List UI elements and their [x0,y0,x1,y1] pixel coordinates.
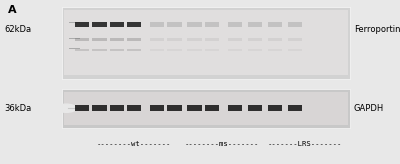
Bar [150,22,164,27]
Bar [288,105,302,111]
Bar [228,105,242,111]
Bar [110,105,124,111]
Bar [62,7,350,79]
Text: --------ms-------: --------ms------- [185,141,259,146]
Bar [204,38,219,41]
Bar [127,105,141,111]
Bar [64,92,348,125]
Bar [75,22,89,27]
Bar [268,49,282,51]
Bar [187,49,202,51]
Bar [248,105,262,111]
Bar [110,38,124,41]
Bar [204,22,219,27]
Bar [167,105,182,111]
Bar [167,49,182,51]
Bar [228,38,242,41]
Text: A: A [8,5,17,15]
Bar [187,105,202,111]
Text: -------LRS-------: -------LRS------- [268,141,342,146]
Bar [248,22,262,27]
Text: --------wt-------: --------wt------- [97,141,171,146]
Bar [64,10,348,75]
Bar [62,89,350,128]
Bar [288,49,302,51]
Bar [248,38,262,41]
Text: GAPDH: GAPDH [354,104,384,113]
Circle shape [56,104,76,112]
Bar [248,49,262,51]
Bar [228,49,242,51]
Text: Ferroportin: Ferroportin [354,25,400,34]
Bar [75,49,89,51]
Bar [150,38,164,41]
Bar [150,105,164,111]
Bar [204,105,219,111]
Bar [228,22,242,27]
Bar [204,49,219,51]
Bar [268,105,282,111]
Bar [127,38,141,41]
Bar [288,22,302,27]
Bar [187,38,202,41]
Bar [127,22,141,27]
Bar [75,38,89,41]
Bar [75,105,89,111]
Bar [150,49,164,51]
Text: 62kDa: 62kDa [4,25,31,34]
Text: 36kDa: 36kDa [4,104,31,113]
Bar [187,22,202,27]
Bar [92,38,107,41]
Bar [92,49,107,51]
Bar [110,22,124,27]
Bar [167,22,182,27]
Bar [268,22,282,27]
Bar [268,38,282,41]
Bar [110,49,124,51]
Bar [167,38,182,41]
Bar [127,49,141,51]
Bar [92,105,107,111]
Bar [288,38,302,41]
Bar [92,22,107,27]
